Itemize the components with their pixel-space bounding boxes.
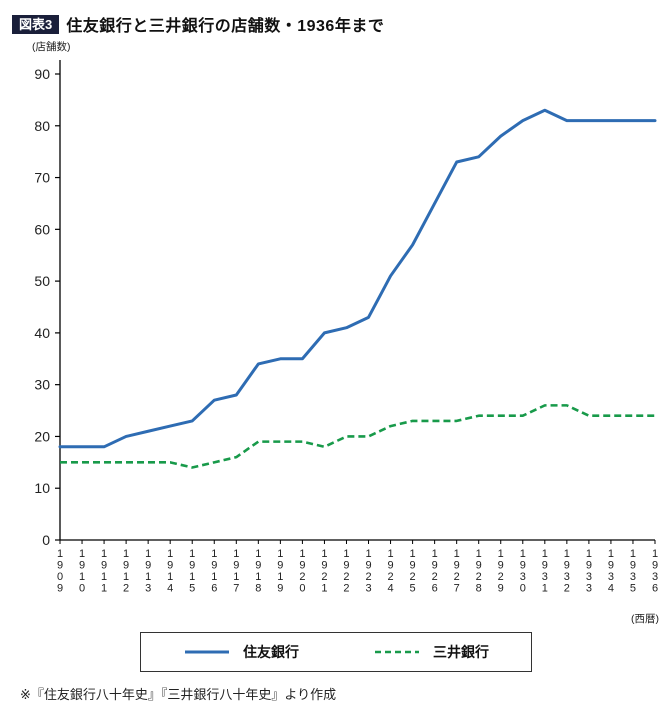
svg-text:20: 20 (34, 428, 50, 444)
x-axis-ticks: 1 9 0 9 1 9 1 0 1 9 1 1 1 9 1 2 1 9 1 3 1 9 1 4 1 9 1 5 1 9 1 6 1 9 1 7 1 9 1 8… (57, 540, 658, 595)
dashed-line-sample-icon (375, 650, 419, 654)
figure-page: 図表3 住友銀行と三井銀行の店舗数・1936年まで 0 10 20 30 40 50 60 7… (10, 12, 662, 702)
y-axis-ticks: 0 10 20 30 40 50 60 70 80 90 (34, 66, 60, 548)
legend-item-sumitomo: 住友銀行 (183, 642, 299, 662)
svg-text:80: 80 (34, 118, 50, 134)
svg-text:1936: 1936 (652, 548, 658, 595)
svg-text:90: 90 (34, 66, 50, 82)
legend: 住友銀行 三井銀行 (140, 632, 532, 672)
svg-text:40: 40 (34, 325, 50, 341)
svg-text:70: 70 (34, 170, 50, 186)
figure-header: 図表3 住友銀行と三井銀行の店舗数・1936年まで (12, 12, 662, 36)
chart-area: 0 10 20 30 40 50 60 70 80 90 (店舗数) 1 9 0 9 1 9 1 0 1 9 1 1 1 9 1 2… (10, 38, 662, 630)
chart-title: 住友銀行と三井銀行の店舗数・1936年まで (66, 18, 385, 35)
svg-text:60: 60 (34, 221, 50, 237)
solid-line-sample-icon (185, 650, 229, 654)
svg-text:10: 10 (34, 480, 50, 496)
legend-label-mitsui: 三井銀行 (433, 644, 489, 660)
figure-badge: 図表3 (12, 14, 60, 34)
source-note: ※『住友銀行八十年史』『三井銀行八十年史』より作成 (20, 687, 337, 702)
svg-text:30: 30 (34, 377, 50, 393)
series-line-0 (58, 108, 657, 449)
y-axis-unit-label: (店舗数) (32, 40, 71, 53)
legend-label-sumitomo: 住友銀行 (243, 644, 299, 660)
x-axis-unit-label: (西暦) (631, 613, 659, 625)
svg-text:50: 50 (34, 273, 50, 289)
series-line-1 (60, 404, 655, 469)
axes (59, 60, 655, 541)
line-chart: 0 10 20 30 40 50 60 70 80 90 (店舗数) 1 9 0 9 1 9 1 0 1 9 1 1 1 9 1 2… (32, 40, 659, 625)
legend-item-mitsui: 三井銀行 (373, 642, 489, 662)
svg-text:0: 0 (42, 532, 50, 548)
